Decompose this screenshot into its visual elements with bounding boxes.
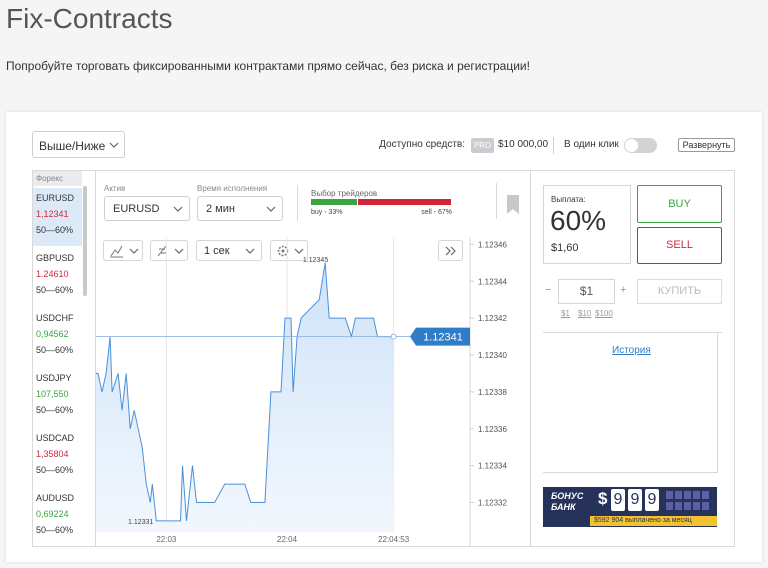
asset-dropdown[interactable]: EURUSD [104,196,190,221]
toggle-knob [625,139,638,152]
funds: $10 000,00 [498,139,549,150]
chevron [173,206,183,212]
plus-button[interactable]: + [620,284,627,296]
amount-input[interactable]: $1 [558,279,615,304]
settings-button[interactable] [270,240,308,261]
buy-button[interactable]: BUY [637,185,722,223]
asset-price: 1,35804 [36,449,69,459]
payout-amount: $1,60 [551,242,579,254]
asset-payout: 50—60% [36,345,74,355]
separator [496,183,497,219]
expand-button[interactable]: Развернуть [678,138,735,152]
chevron [245,248,255,254]
divider [530,171,531,546]
asset-price: 0,69224 [36,509,69,519]
traders-title: Выбор трейдеров [311,189,378,198]
divider [543,472,718,473]
icon [157,245,184,257]
sell-button[interactable]: SELL [637,227,722,264]
payout-label: Выплата: [551,195,586,204]
traders-label: buy - 33% [311,209,343,216]
divider [543,332,722,333]
payout: 60% [550,205,607,236]
subtitle: Попробуйте торговать фиксированными конт… [6,59,530,73]
interval-value: 1 сек [204,245,230,257]
indicators-button[interactable] [150,240,188,261]
scrollbar [83,186,87,296]
asset-payout: 50—60% [36,285,74,295]
banner-decoration [666,491,709,510]
banner-caption: $592 904 выплачено за месяц [590,516,717,526]
asset-payout: 50—60% [36,405,74,415]
asset-payout: 50—60% [36,465,74,475]
asset-value: EURUSD [113,203,160,215]
icon [110,245,139,258]
asset-price: 107,550 [36,389,69,399]
asset-name[interactable]: EURUSD [36,193,75,203]
asset-name[interactable]: GBPUSD [36,253,75,263]
sidebar-title: Форекс [33,171,82,186]
asset-name[interactable]: USDCHF [36,313,74,323]
funds-label: Доступно средств: [379,139,465,150]
chevron [109,142,119,148]
bookmark-icon[interactable] [507,195,519,214]
banner-name: БАНК [551,502,576,512]
asset-payout: 50—60% [36,525,74,535]
submit-button[interactable]: КУПИТЬ [637,279,722,304]
divider [95,171,96,546]
one-click-toggle[interactable] [624,138,657,153]
banner-digit: 9 [645,489,659,511]
separator [297,185,298,221]
preset-link[interactable]: $10 [578,309,592,318]
chevron [266,206,276,212]
mode-value: Выше/Ниже [39,139,106,153]
preset-link[interactable]: $100 [595,309,613,318]
banner-name: БОНУС [551,491,584,501]
asset-name[interactable]: USDJPY [36,373,72,383]
expiry-value: 2 мин [206,203,235,215]
banner-digit: 9 [611,489,625,511]
preset-link[interactable]: $1 [561,309,570,318]
asset-payout: 50—60% [36,225,74,235]
collapse-button[interactable] [438,240,463,261]
expiry-label: Время исполнения [197,184,268,193]
icon [445,246,456,256]
page-title: Fix-Contracts [6,3,173,34]
asset-price: 1,12341 [36,209,69,219]
banner-digit: 9 [628,489,642,511]
asset-name[interactable]: USDCAD [36,433,75,443]
trading-frame [32,170,735,547]
mode-dropdown[interactable]: Выше/Ниже [32,131,125,158]
traders-bar [311,199,357,205]
interval-dropdown[interactable]: 1 сек [196,240,262,261]
traders-bar [357,199,451,205]
pro-badge: PRO [471,138,494,153]
divider [717,333,718,473]
asset-label: Актив [104,184,126,193]
separator [553,137,554,154]
one-click-label: В один клик [564,139,619,150]
asset-name[interactable]: AUDUSD [36,493,75,503]
traders-label: sell - 67% [421,209,452,216]
asset-price: 0,94562 [36,329,69,339]
payout-box [543,185,631,264]
selected-asset-bg [33,188,82,246]
icon [277,245,304,257]
history-link[interactable]: История [612,345,651,356]
banner-currency: $ [598,489,608,508]
asset-price: 1.24610 [36,269,69,279]
chart-type-button[interactable] [103,240,143,261]
expiry-dropdown[interactable]: 2 мин [197,196,283,221]
minus-button[interactable]: − [545,284,552,296]
